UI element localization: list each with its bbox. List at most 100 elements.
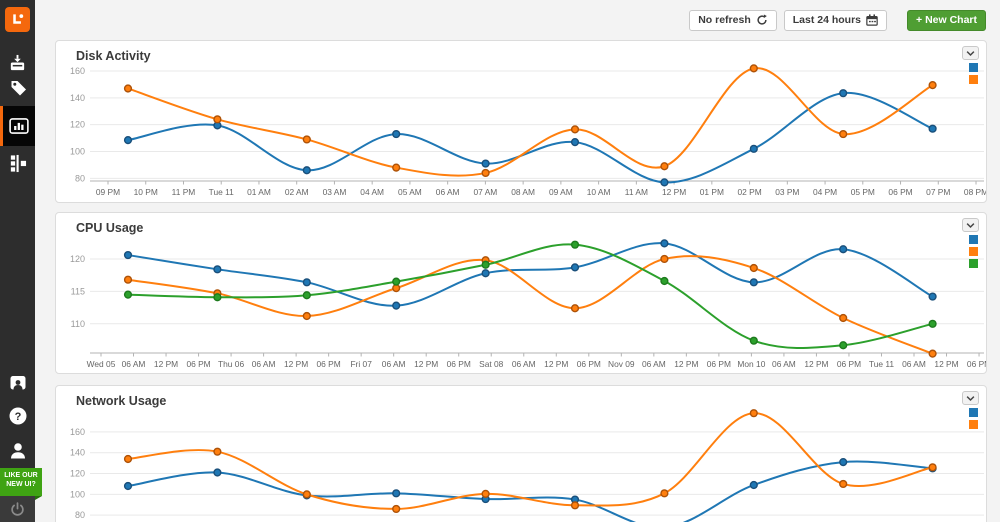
svg-text:02 AM: 02 AM — [285, 187, 309, 197]
svg-text:05 PM: 05 PM — [851, 187, 875, 197]
svg-text:Fri 07: Fri 07 — [350, 359, 372, 369]
data-point — [393, 131, 400, 138]
data-point — [214, 448, 221, 455]
svg-text:06 PM: 06 PM — [186, 359, 210, 369]
app-logo[interactable] — [5, 7, 30, 32]
svg-text:120: 120 — [70, 254, 85, 264]
sidebar-item-logout[interactable] — [0, 496, 35, 522]
data-point — [482, 170, 489, 177]
svg-text:80: 80 — [75, 510, 85, 520]
data-point — [214, 469, 221, 476]
svg-text:06 PM: 06 PM — [967, 359, 986, 369]
pipeline-icon — [8, 154, 27, 173]
data-point — [929, 293, 936, 300]
data-point — [482, 160, 489, 167]
legend-swatch-blue[interactable] — [969, 235, 978, 244]
cpu-usage-line-chart[interactable]: 120115110Wed 0506 AM12 PM06 PMThu 0606 A… — [56, 233, 986, 375]
like-new-ui-ribbon[interactable]: LIKE OUR NEW UI? — [0, 468, 42, 496]
data-point — [393, 506, 400, 513]
svg-text:06 AM: 06 AM — [122, 359, 146, 369]
data-point — [572, 264, 579, 271]
disk-activity-line-chart[interactable]: 1601401201008009 PM10 PM11 PMTue 1101 AM… — [56, 63, 986, 203]
time-range-button[interactable]: Last 24 hours — [784, 10, 887, 31]
svg-text:11 AM: 11 AM — [625, 187, 648, 197]
svg-text:160: 160 — [70, 427, 85, 437]
data-point — [661, 256, 668, 263]
data-point — [840, 131, 847, 138]
new-chart-label: + New Chart — [916, 14, 977, 26]
chart-legend — [969, 235, 978, 268]
ribbon-line1: LIKE OUR — [0, 471, 42, 480]
new-chart-button[interactable]: + New Chart — [907, 10, 986, 31]
tag-icon — [8, 79, 28, 99]
data-point — [840, 90, 847, 97]
svg-text:100: 100 — [70, 147, 85, 157]
data-point — [214, 294, 221, 301]
series-line-blue — [128, 462, 933, 522]
console-icon — [8, 373, 28, 393]
data-point — [840, 315, 847, 322]
data-point — [125, 483, 132, 490]
svg-text:12 PM: 12 PM — [544, 359, 568, 369]
sidebar-item-sources[interactable] — [0, 150, 35, 176]
sidebar-item-help[interactable]: ? — [0, 403, 35, 429]
svg-text:09 AM: 09 AM — [549, 187, 573, 197]
data-point — [750, 65, 757, 72]
svg-text:140: 140 — [70, 93, 85, 103]
svg-text:06 AM: 06 AM — [382, 359, 406, 369]
legend-swatch-orange[interactable] — [969, 247, 978, 256]
svg-text:Tue 11: Tue 11 — [869, 359, 894, 369]
sidebar-item-tags[interactable] — [0, 76, 35, 102]
data-point — [929, 350, 936, 357]
data-point — [393, 285, 400, 292]
svg-text:06 PM: 06 PM — [317, 359, 341, 369]
toolbar: No refresh Last 24 hours + New Chart — [35, 0, 1000, 40]
sidebar-item-charts[interactable] — [0, 106, 35, 146]
sidebar-item-archive[interactable] — [0, 50, 35, 76]
svg-text:12 PM: 12 PM — [674, 359, 698, 369]
data-point — [661, 179, 668, 186]
data-point — [482, 261, 489, 268]
svg-text:06 PM: 06 PM — [888, 187, 912, 197]
data-point — [393, 302, 400, 309]
help-icon: ? — [8, 406, 28, 426]
svg-text:80: 80 — [75, 173, 85, 183]
svg-text:12 PM: 12 PM — [154, 359, 178, 369]
svg-text:12 PM: 12 PM — [662, 187, 686, 197]
chevron-down-icon[interactable] — [962, 391, 979, 405]
svg-text:Sat 08: Sat 08 — [479, 359, 504, 369]
sidebar-item-console[interactable] — [0, 370, 35, 396]
data-point — [125, 456, 132, 463]
svg-text:02 PM: 02 PM — [737, 187, 761, 197]
svg-text:03 AM: 03 AM — [323, 187, 347, 197]
network-usage-line-chart[interactable]: 16014012010080 — [56, 409, 986, 522]
chart-card-cpu-usage: CPU Usage 120115110Wed 0506 AM12 PM06 PM… — [55, 212, 987, 374]
data-point — [572, 139, 579, 146]
chevron-down-icon[interactable] — [962, 46, 979, 60]
svg-text:06 AM: 06 AM — [512, 359, 536, 369]
data-point — [840, 246, 847, 253]
svg-text:06 PM: 06 PM — [577, 359, 601, 369]
data-point — [303, 167, 310, 174]
ribbon-fold — [35, 496, 42, 500]
refresh-button[interactable]: No refresh — [689, 10, 777, 31]
data-point — [125, 252, 132, 259]
legend-swatch-blue[interactable] — [969, 408, 978, 417]
legend-swatch-blue[interactable] — [969, 63, 978, 72]
svg-text:07 AM: 07 AM — [474, 187, 498, 197]
svg-text:120: 120 — [70, 469, 85, 479]
svg-text:100: 100 — [70, 489, 85, 499]
sidebar-item-account[interactable] — [0, 438, 35, 464]
legend-swatch-orange[interactable] — [969, 420, 978, 429]
chevron-down-icon[interactable] — [962, 218, 979, 232]
svg-text:06 AM: 06 AM — [902, 359, 926, 369]
data-point — [572, 502, 579, 509]
legend-swatch-green[interactable] — [969, 259, 978, 268]
legend-swatch-orange[interactable] — [969, 75, 978, 84]
svg-text:06 AM: 06 AM — [772, 359, 796, 369]
svg-text:Wed 05: Wed 05 — [87, 359, 116, 369]
data-point — [661, 163, 668, 170]
data-point — [303, 292, 310, 299]
data-point — [929, 464, 936, 471]
svg-text:12 PM: 12 PM — [934, 359, 958, 369]
